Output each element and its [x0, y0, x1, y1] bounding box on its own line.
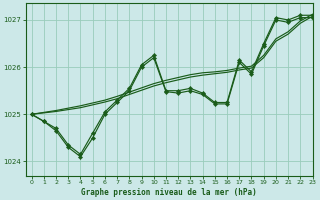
X-axis label: Graphe pression niveau de la mer (hPa): Graphe pression niveau de la mer (hPa): [81, 188, 257, 197]
